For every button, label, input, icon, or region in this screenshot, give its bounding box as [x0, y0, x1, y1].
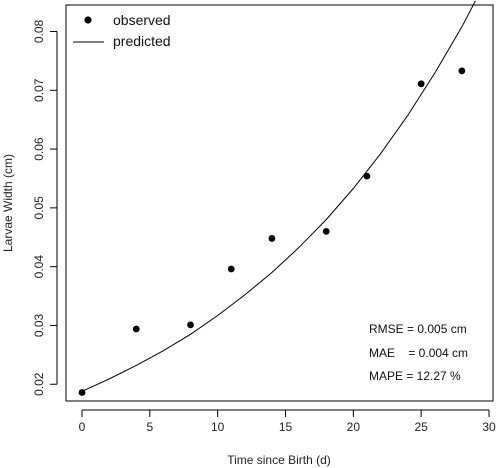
y-axis: 0.02 0.03 0.04 0.05 0.06 0.07 0.08: [32, 20, 58, 396]
y-tick-label: 0.06: [32, 137, 46, 161]
x-tick-label: 10: [211, 420, 225, 434]
y-tick-label: 0.03: [32, 313, 46, 337]
observed-point: [322, 227, 330, 235]
observed-point: [417, 80, 425, 88]
legend: observed predicted: [73, 12, 171, 49]
y-tick-label: 0.04: [32, 255, 46, 279]
x-tick-label: 20: [347, 420, 361, 434]
legend-observed-marker: [84, 16, 92, 24]
x-axis: 0 5 10 15 20 25 30: [79, 409, 496, 434]
plot-area-frame: [65, 4, 494, 402]
y-tick-label: 0.02: [32, 372, 46, 396]
observed-point: [268, 235, 276, 242]
x-tick-label: 30: [482, 420, 496, 434]
observed-points: [78, 67, 466, 396]
y-tick-label: 0.05: [32, 196, 46, 220]
y-axis-title: Larvae Width (cm): [1, 154, 15, 252]
legend-predicted-label: predicted: [113, 33, 171, 49]
observed-point: [187, 321, 194, 329]
observed-point: [458, 67, 466, 75]
mape-annotation: MAPE = 12.27 %: [369, 369, 461, 383]
x-tick-label: 25: [414, 420, 428, 434]
y-tick-label: 0.07: [32, 78, 46, 102]
fit-statistics: RMSE = 0.005 cm MAE = 0.004 cm MAPE = 12…: [369, 322, 468, 383]
x-tick-label: 0: [79, 420, 86, 434]
x-axis-title: Time since Birth (d): [227, 453, 331, 467]
mae-annotation: MAE = 0.004 cm: [369, 346, 468, 360]
x-tick-label: 15: [279, 420, 293, 434]
observed-point: [363, 172, 371, 180]
legend-observed-label: observed: [113, 12, 171, 28]
rmse-annotation: RMSE = 0.005 cm: [369, 322, 467, 336]
observed-point: [227, 265, 235, 273]
y-tick-label: 0.08: [32, 20, 46, 44]
observed-point: [132, 325, 140, 333]
observed-point: [78, 389, 86, 396]
x-tick-label: 5: [146, 420, 153, 434]
predicted-line: [81, 0, 476, 392]
